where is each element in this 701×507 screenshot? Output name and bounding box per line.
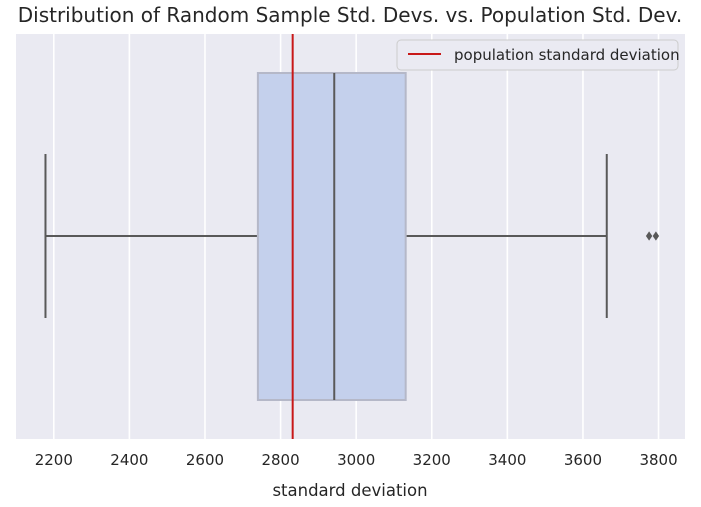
box-plot bbox=[44, 72, 660, 401]
legend-box bbox=[396, 39, 679, 71]
x-tick-label: 3000 bbox=[337, 451, 375, 469]
interquartile-box bbox=[256, 72, 407, 401]
x-tick-label: 3600 bbox=[564, 451, 602, 469]
x-tick-label: 2600 bbox=[186, 451, 224, 469]
x-tick-label: 2200 bbox=[35, 451, 73, 469]
outlier-point bbox=[645, 231, 653, 241]
x-tick-label: 3400 bbox=[488, 451, 526, 469]
x-tick-label: 3800 bbox=[639, 451, 677, 469]
legend: population standard deviation bbox=[396, 39, 680, 71]
legend-label-population-std-dev: population standard deviation bbox=[454, 46, 680, 64]
outlier-point bbox=[652, 231, 660, 241]
x-tick-label: 3200 bbox=[413, 451, 451, 469]
x-tick-label: 2800 bbox=[261, 451, 299, 469]
chart-title: Distribution of Random Sample Std. Devs.… bbox=[18, 3, 683, 27]
x-tick-labels: 2200 2400 2600 2800 3000 3200 3400 3600 3800 bbox=[35, 451, 678, 469]
x-axis-label: standard deviation bbox=[272, 481, 427, 500]
x-tick-label: 2400 bbox=[110, 451, 148, 469]
